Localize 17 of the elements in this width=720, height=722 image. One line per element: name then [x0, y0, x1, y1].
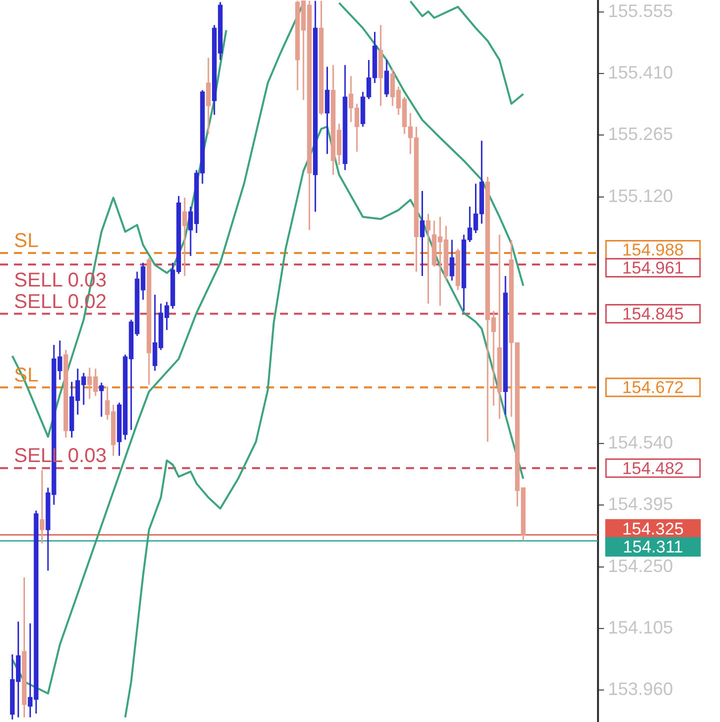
y-tick-label: 155.120	[608, 186, 674, 206]
y-tick-label: 154.250	[608, 556, 674, 576]
text: 154.482	[622, 458, 684, 478]
y-tick-label: 153.960	[608, 679, 674, 700]
y-tick-label: 155.555	[608, 0, 674, 21]
y-tick-label: 154.395	[608, 494, 674, 514]
y-tick-label: 154.540	[608, 432, 674, 452]
text: 154.961	[622, 258, 684, 278]
text: 154.325	[622, 520, 684, 539]
y-tick-label: 155.410	[608, 62, 674, 83]
y-tick-label: 154.105	[608, 617, 674, 638]
text: 154.988	[622, 240, 684, 260]
text: 154.845	[622, 304, 684, 324]
y-tick-label: 155.265	[608, 124, 674, 144]
text: 154.672	[622, 378, 684, 398]
ref-line-label: SL	[14, 230, 38, 252]
text: 154.311	[622, 538, 684, 557]
